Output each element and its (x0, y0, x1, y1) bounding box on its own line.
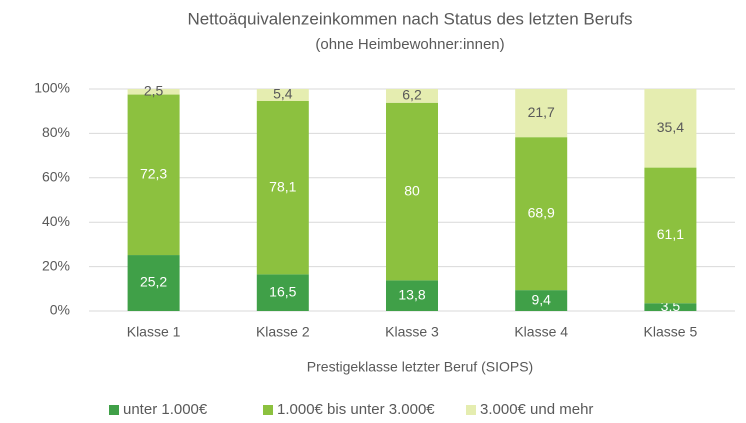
y-tick-label: 0% (50, 302, 70, 318)
bar-segment (515, 137, 568, 291)
x-axis-label: Prestigeklasse letzter Beruf (SIOPS) (307, 359, 533, 375)
y-tick-label: 20% (42, 257, 70, 273)
bar-segment (515, 89, 568, 138)
bar-segment (127, 255, 180, 311)
legend-swatch (109, 405, 119, 415)
chart-title: Nettoäquivalenzeinkommen nach Status des… (187, 9, 632, 28)
data-label: 2,5 (144, 82, 164, 98)
legend-label: 3.000€ und mehr (480, 401, 593, 418)
x-tick-label: Klasse 5 (644, 324, 698, 340)
x-tick-label: Klasse 1 (127, 324, 181, 340)
bar-segment (386, 89, 438, 103)
legend-swatch (466, 405, 476, 415)
y-tick-label: 60% (42, 169, 70, 185)
bar-segment (386, 280, 438, 311)
data-label: 80 (404, 182, 420, 198)
bar-segment (127, 94, 180, 256)
bar-segment (386, 102, 438, 281)
bar-segment (644, 89, 697, 168)
bar-segment (644, 167, 697, 304)
bar-segment (256, 89, 309, 101)
data-label: 35,4 (657, 119, 684, 135)
legend-label: 1.000€ bis unter 3.000€ (277, 401, 435, 418)
chart-subtitle: (ohne Heimbewohner:innen) (315, 36, 504, 53)
bar-segment (127, 89, 180, 95)
data-label: 5,4 (273, 86, 293, 102)
data-label: 9,4 (531, 291, 551, 307)
data-label: 68,9 (528, 204, 555, 220)
bar-segment (515, 290, 568, 311)
data-label: 16,5 (269, 283, 296, 299)
y-tick-label: 40% (42, 213, 70, 229)
legend-label: unter 1.000€ (123, 401, 208, 418)
x-tick-label: Klasse 2 (256, 324, 310, 340)
y-tick-label: 80% (42, 124, 70, 140)
bar-segment (256, 100, 309, 275)
data-label: 25,2 (140, 274, 167, 290)
data-label: 13,8 (398, 286, 425, 302)
bar-segment (644, 303, 697, 311)
data-label: 61,1 (657, 226, 684, 242)
bar-segment (256, 274, 309, 311)
data-label: 72,3 (140, 166, 167, 182)
y-tick-label: 100% (34, 80, 70, 96)
data-label: 6,2 (402, 87, 422, 103)
data-label: 21,7 (528, 104, 555, 120)
x-tick-label: Klasse 4 (514, 324, 568, 340)
data-label: 78,1 (269, 178, 296, 194)
legend-swatch (263, 405, 273, 415)
x-tick-label: Klasse 3 (385, 324, 439, 340)
